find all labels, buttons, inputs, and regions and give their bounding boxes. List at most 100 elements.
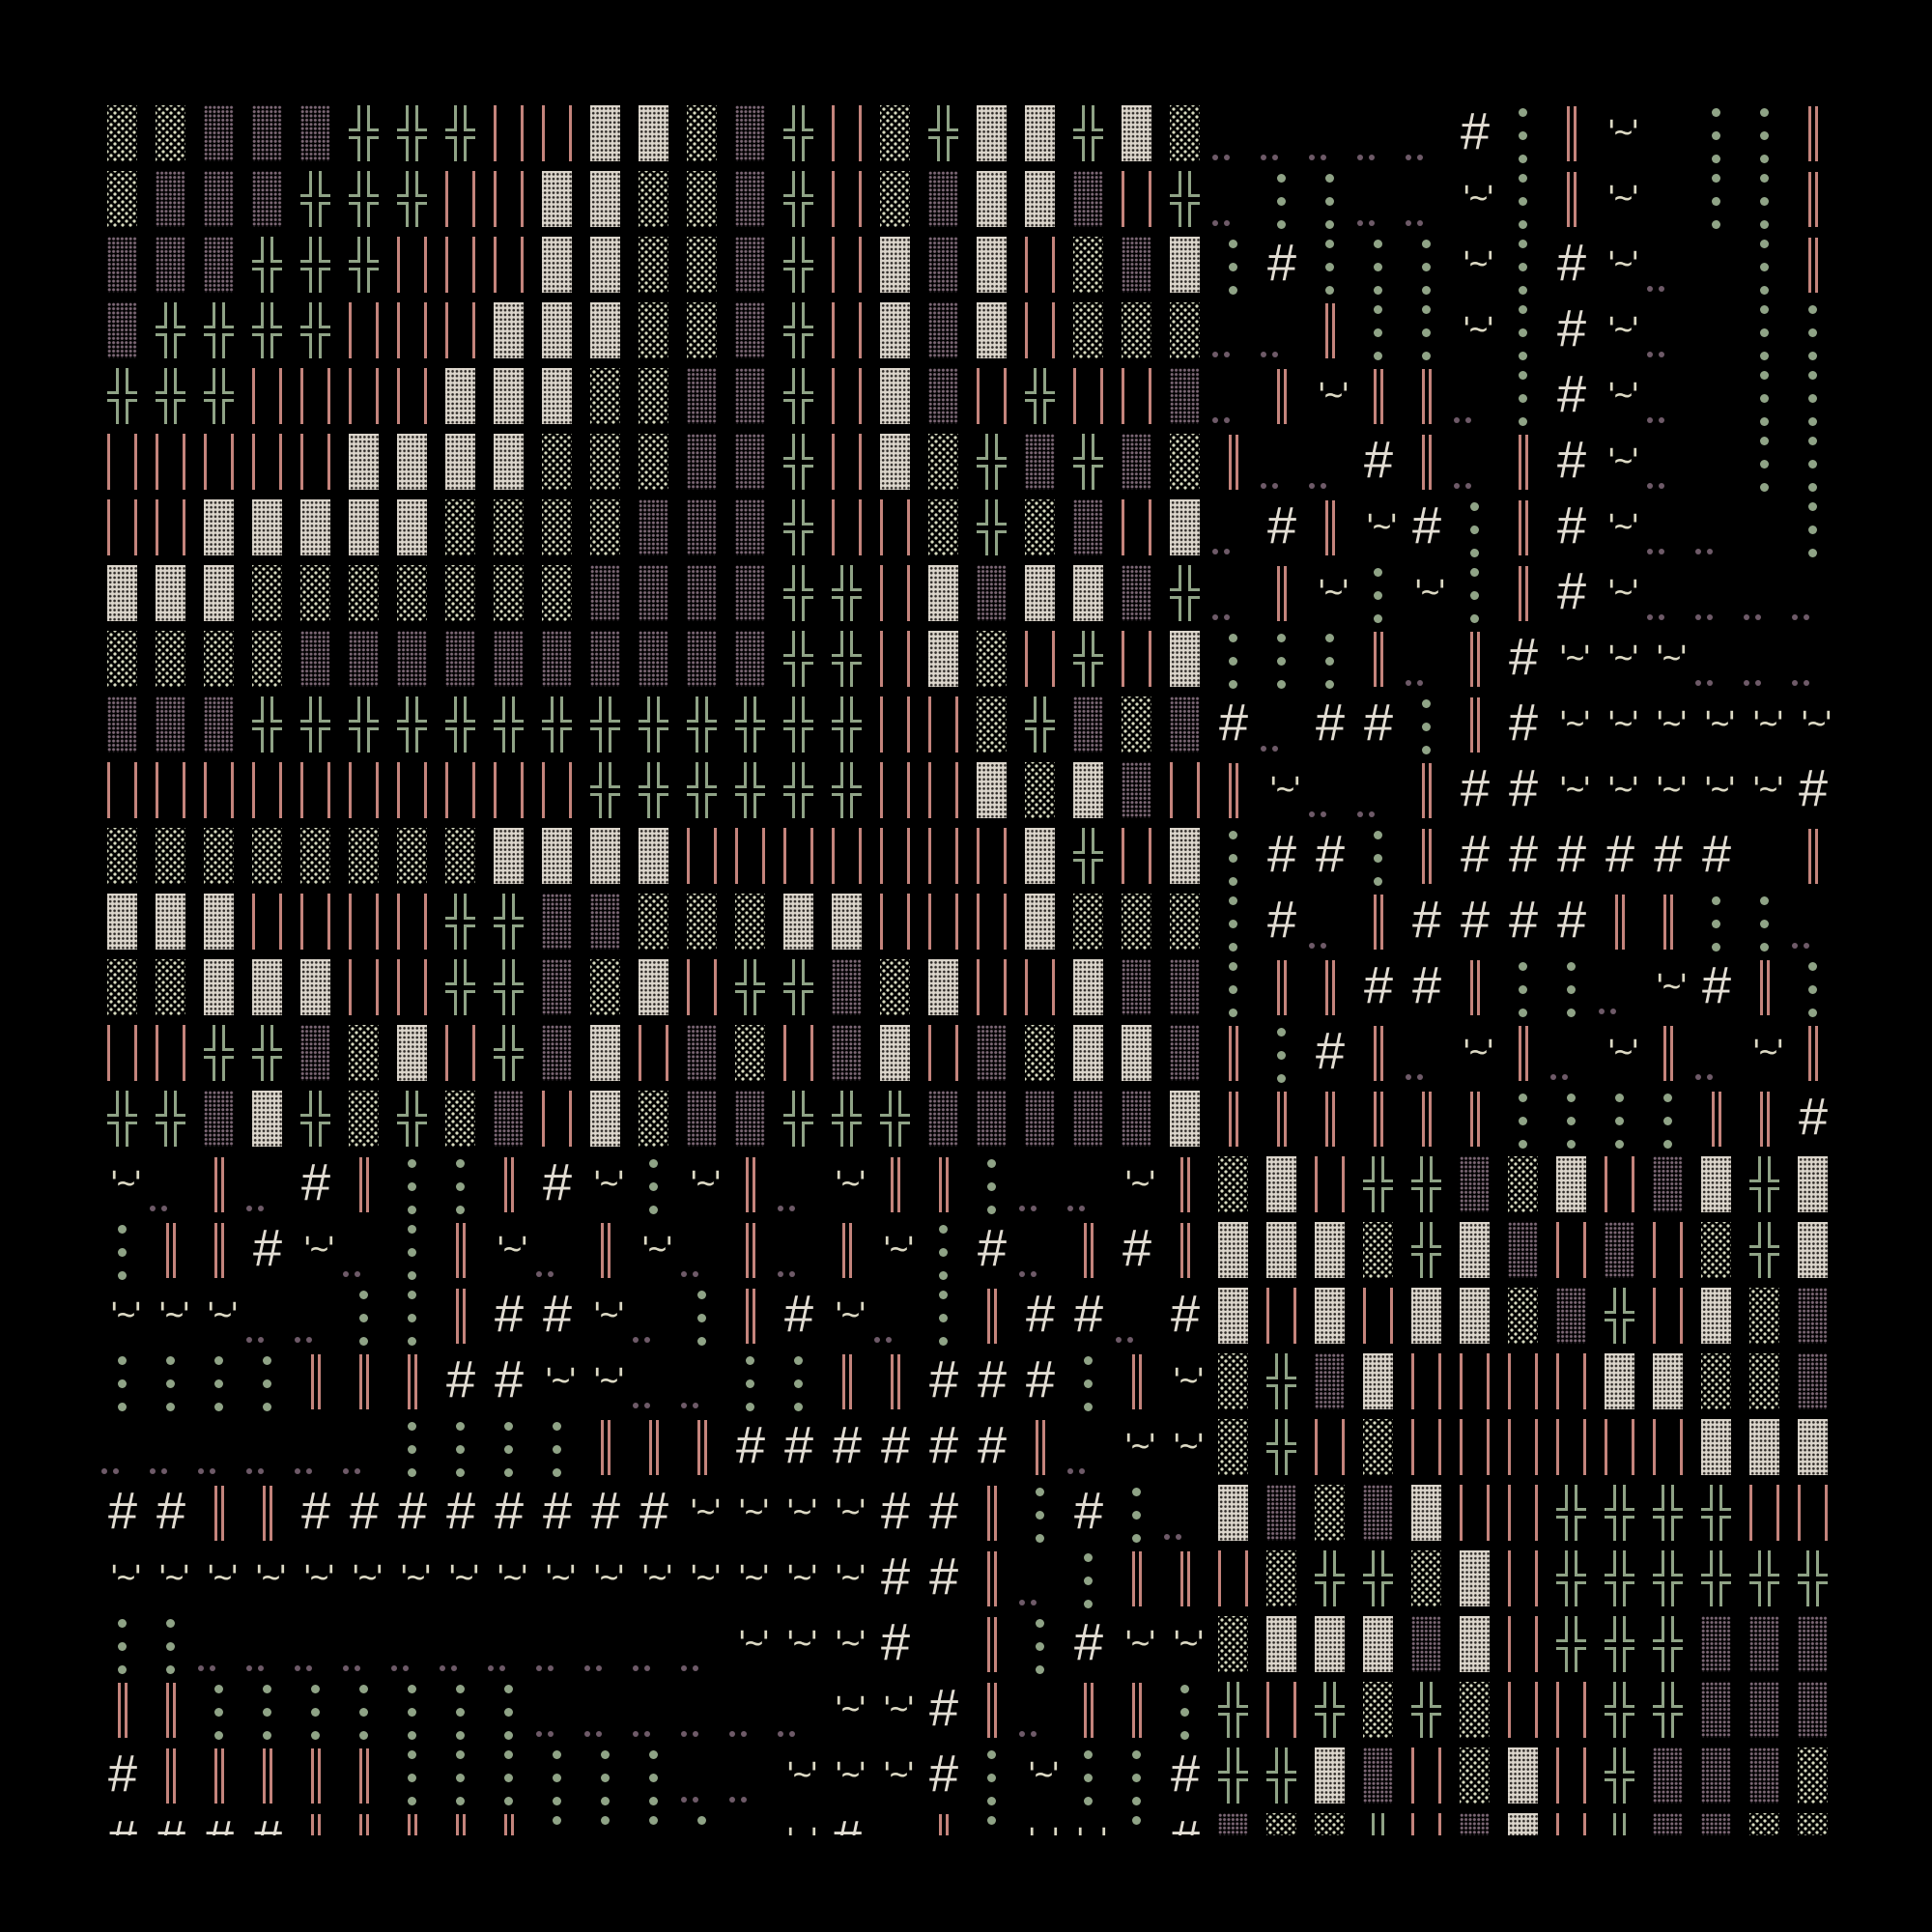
pink-double-bar — [871, 558, 920, 624]
purple-dot — [741, 1731, 747, 1737]
green-double-cross — [1065, 99, 1113, 164]
mauve-dense-shade — [1548, 1281, 1596, 1347]
pink-double-bar-shape — [1218, 1550, 1248, 1606]
hash-glyph-text: # — [977, 1219, 1008, 1277]
light-dot-shade-shape — [1218, 1156, 1248, 1212]
tilde-glyph: '~' — [678, 1478, 727, 1544]
purple-two-dots — [630, 1281, 678, 1347]
mauve-dense-shade — [147, 690, 195, 755]
hash-glyph: # — [920, 1412, 968, 1478]
purple-dot — [1309, 943, 1315, 949]
pink-double-line — [1451, 624, 1499, 690]
green-double-cross — [775, 1084, 823, 1150]
purple-dot — [488, 1665, 494, 1671]
green-double-cross — [99, 1084, 147, 1150]
pink-double-line-shape — [1798, 1025, 1828, 1081]
mauve-dense-shade-shape — [1653, 1747, 1683, 1804]
pink-double-bar-shape — [445, 302, 475, 358]
tilde-glyph: '~' — [775, 1741, 824, 1806]
light-dot-shade-shape — [542, 434, 572, 490]
green-double-cross — [485, 952, 533, 1018]
pink-double-line-shape — [300, 1353, 330, 1409]
purple-dot — [633, 1665, 639, 1671]
pink-double-line — [1548, 164, 1596, 230]
tilde-glyph-text: '~' — [636, 1558, 679, 1595]
cream-block-shape — [1363, 1353, 1393, 1409]
pink-double-line-shape — [204, 1485, 234, 1541]
hash-glyph: # — [437, 1478, 485, 1544]
pink-double-bar — [678, 952, 726, 1018]
tilde-glyph: '~' — [775, 1478, 824, 1544]
pink-double-bar-shape — [880, 894, 910, 950]
green-dot — [456, 1774, 465, 1782]
green-vertical-dots — [1499, 99, 1548, 164]
pink-double-line — [1113, 1675, 1161, 1741]
purple-dot — [644, 1337, 650, 1343]
mauve-dense-shade-shape — [252, 171, 282, 227]
hash-glyph-text: # — [1605, 825, 1635, 883]
green-dot — [1615, 1117, 1624, 1125]
green-dot — [1470, 568, 1479, 577]
green-vertical-dots — [775, 1347, 823, 1412]
pink-double-line-shape — [880, 1353, 910, 1409]
green-dot — [408, 1685, 416, 1693]
light-dot-shade-shape — [1460, 1682, 1490, 1738]
pink-double-line — [968, 1478, 1016, 1544]
pink-double-line — [1644, 1018, 1692, 1084]
green-dot — [118, 1271, 127, 1280]
pink-double-bar — [147, 755, 195, 821]
purple-dot — [1695, 614, 1701, 620]
double-cross-icon — [1170, 565, 1200, 621]
green-dot — [1760, 483, 1769, 492]
hash-glyph-text: # — [300, 1482, 331, 1540]
pink-double-bar — [388, 361, 437, 427]
green-dot — [408, 1248, 416, 1257]
purple-two-dots — [1692, 624, 1741, 690]
tilde-glyph-text: '~' — [829, 1492, 872, 1529]
light-dot-shade — [582, 493, 630, 558]
green-double-cross — [1596, 1675, 1644, 1741]
tilde-glyph-text: '~' — [1312, 573, 1355, 610]
mauve-dense-shade — [1644, 1741, 1692, 1806]
pink-double-bar-shape — [107, 499, 137, 555]
purple-two-dots — [340, 1215, 388, 1281]
cream-block — [1692, 1412, 1741, 1478]
light-dot-shade — [1354, 1675, 1403, 1741]
hash-glyph-text: # — [1556, 431, 1587, 489]
purple-two-dots — [1644, 493, 1692, 558]
green-vertical-dots — [1354, 296, 1403, 361]
mauve-dense-shade — [1354, 1741, 1403, 1806]
pink-double-bar — [1354, 1281, 1403, 1347]
pink-double-bar — [1548, 1675, 1596, 1741]
purple-two-dots — [243, 1609, 292, 1675]
green-vertical-dots — [533, 1806, 582, 1835]
green-dot — [1519, 328, 1527, 337]
pink-double-bar-shape — [445, 1025, 475, 1081]
hash-glyph: # — [1354, 690, 1403, 755]
hash-glyph-text: # — [1073, 1613, 1104, 1671]
green-dot — [504, 1422, 513, 1431]
green-vertical-dots — [1499, 164, 1548, 230]
purple-dot — [1755, 680, 1761, 686]
pink-double-line — [195, 1478, 243, 1544]
purple-dot — [1647, 286, 1653, 292]
green-dot — [1663, 1140, 1672, 1149]
double-cross-icon — [494, 1025, 524, 1081]
pink-double-line — [485, 1150, 533, 1215]
mauve-dense-shade-shape — [1411, 1616, 1441, 1672]
pink-double-line — [1692, 1084, 1741, 1150]
mauve-dense-shade-shape — [1605, 1222, 1634, 1278]
green-double-cross — [437, 887, 485, 952]
hash-glyph-text: # — [300, 1153, 331, 1211]
green-dot — [1470, 526, 1479, 534]
hash-glyph-text: # — [1701, 825, 1732, 883]
pink-double-line-shape — [1798, 828, 1828, 884]
pink-double-line-shape — [1170, 1156, 1200, 1212]
cream-block-shape — [928, 959, 958, 1015]
tilde-glyph-text: '~' — [104, 1558, 148, 1595]
mauve-dense-shade — [533, 624, 582, 690]
tilde-glyph: '~' — [533, 1347, 582, 1412]
purple-dot — [1659, 286, 1664, 292]
green-dot — [1180, 1708, 1189, 1717]
pink-double-bar-shape — [445, 171, 475, 227]
